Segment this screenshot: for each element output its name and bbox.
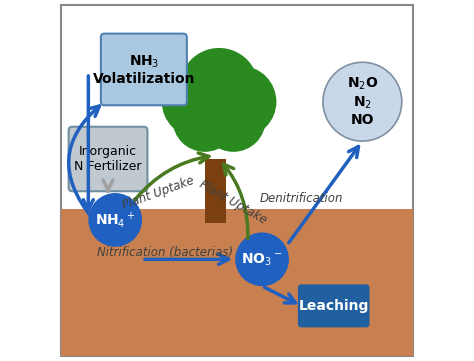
Circle shape: [162, 66, 233, 138]
Circle shape: [201, 87, 265, 152]
Text: Leaching: Leaching: [299, 299, 369, 313]
Text: Plant Uptake: Plant Uptake: [198, 178, 269, 226]
FancyBboxPatch shape: [298, 284, 370, 327]
Circle shape: [180, 48, 258, 127]
FancyBboxPatch shape: [62, 5, 412, 356]
Circle shape: [173, 87, 237, 152]
Text: N$_2$O
N$_2$
NO: N$_2$O N$_2$ NO: [346, 76, 378, 127]
FancyBboxPatch shape: [205, 159, 226, 223]
Circle shape: [235, 232, 289, 286]
FancyBboxPatch shape: [62, 209, 412, 356]
Text: NO$_3$$^-$: NO$_3$$^-$: [241, 251, 283, 268]
Text: NH$_4$$^+$: NH$_4$$^+$: [95, 210, 136, 230]
Text: Denitrification: Denitrification: [260, 192, 343, 205]
Text: Inorganic
N Fertilizer: Inorganic N Fertilizer: [74, 145, 142, 173]
Text: Plant Uptake: Plant Uptake: [120, 174, 196, 212]
Text: Nitrification (bacterias): Nitrification (bacterias): [97, 245, 233, 258]
Circle shape: [323, 62, 402, 141]
Text: NH$_3$
Volatilization: NH$_3$ Volatilization: [92, 53, 195, 86]
FancyBboxPatch shape: [69, 127, 147, 191]
Circle shape: [88, 193, 142, 247]
Circle shape: [205, 66, 276, 138]
FancyBboxPatch shape: [101, 34, 187, 105]
